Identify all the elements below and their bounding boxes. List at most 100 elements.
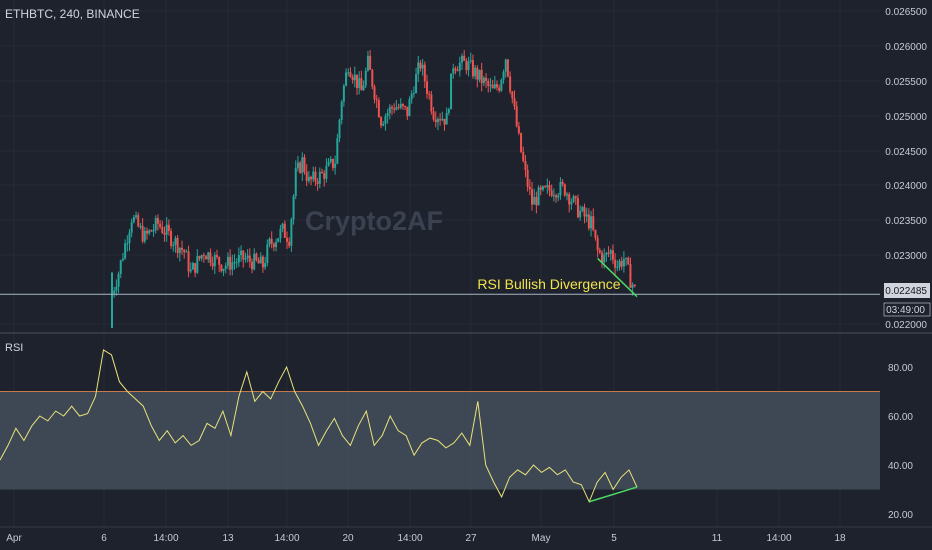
candle-body: [303, 157, 306, 172]
candle-body: [259, 256, 262, 264]
candle-body: [428, 93, 431, 95]
price-tick: 0.023000: [885, 251, 927, 262]
candle-body: [447, 109, 450, 113]
candle-body: [491, 84, 494, 89]
candle-body: [633, 284, 636, 286]
rsi-tick: 40.00: [888, 461, 913, 472]
candle-body: [627, 257, 630, 265]
candle-body: [211, 262, 214, 267]
candle-body: [257, 260, 260, 264]
candle-body: [605, 252, 608, 255]
candle-body: [625, 257, 628, 259]
time-tick: 14:00: [274, 533, 299, 544]
candle-body: [471, 60, 474, 77]
candle-body: [515, 106, 518, 127]
price-tick: 0.026000: [885, 42, 927, 53]
candle-body: [209, 252, 212, 263]
candle-body: [202, 255, 205, 257]
candle-body: [386, 113, 389, 117]
candle-body: [135, 215, 138, 218]
price-tick: 0.022000: [885, 320, 927, 331]
candle-body: [154, 218, 157, 230]
candle-body: [189, 269, 192, 272]
candle-body: [500, 79, 503, 91]
current-price-badge: [884, 283, 930, 298]
candle-body: [598, 250, 601, 253]
time-axis[interactable]: Apr 6 14:00 13 14:00 20 14:00 27 May 5 1…: [6, 533, 846, 544]
candle-body: [224, 265, 227, 269]
candle-body: [334, 163, 337, 168]
candle-body: [115, 286, 118, 291]
candle-body: [119, 260, 122, 274]
candle-body: [255, 253, 258, 261]
candle-body: [200, 255, 203, 259]
candle-body: [312, 171, 315, 180]
candle-body: [373, 86, 376, 100]
candle-body: [395, 107, 398, 110]
candle-body: [476, 67, 479, 80]
candle-body: [251, 261, 253, 270]
candle-body: [552, 195, 555, 197]
price-tick: 0.026500: [885, 7, 927, 18]
rsi-tick: 80.00: [888, 363, 913, 374]
candle-body: [618, 260, 621, 268]
candle-body: [213, 255, 216, 267]
candle-body: [117, 273, 120, 287]
candle-body: [130, 222, 133, 233]
candle-body: [590, 216, 593, 229]
candle-body: [340, 101, 343, 120]
rsi-title[interactable]: RSI: [5, 342, 23, 354]
candle-body: [566, 194, 568, 196]
candle-body: [609, 250, 612, 254]
candle-body: [310, 176, 313, 180]
candle-body: [132, 217, 135, 223]
candle-body: [226, 256, 229, 266]
candle-body: [452, 68, 455, 74]
candle-body: [439, 119, 442, 121]
price-axis[interactable]: 0.026500 0.026000 0.025500 0.025000 0.02…: [883, 7, 931, 331]
time-tick: 14:00: [153, 533, 178, 544]
candle-body: [544, 186, 547, 188]
candle-body: [629, 264, 632, 288]
candle-body: [421, 64, 424, 69]
price-tick: 0.023500: [885, 216, 927, 227]
candle-body: [474, 67, 477, 77]
candle-body: [522, 152, 525, 162]
candle-body: [323, 173, 326, 179]
candle-body: [294, 168, 297, 196]
candle-body: [434, 119, 437, 123]
candle-body: [349, 72, 352, 77]
candle-body: [579, 210, 582, 218]
candle-body: [426, 81, 428, 94]
candle-body: [305, 171, 308, 181]
candle-body: [620, 260, 623, 267]
candle-body: [253, 253, 256, 270]
candle-body: [469, 60, 472, 62]
symbol-header[interactable]: ETHBTC, 240, BINANCE: [5, 7, 140, 21]
candle-body: [415, 74, 418, 93]
candle-body: [485, 77, 488, 82]
candle-body: [432, 111, 435, 120]
candle-body: [181, 247, 183, 250]
watermark: Crypto2AF: [305, 206, 443, 236]
candle-body: [397, 107, 400, 109]
candle-body: [366, 55, 369, 71]
candle-body: [124, 243, 127, 259]
candle-body: [327, 161, 330, 166]
candle-body: [526, 169, 529, 187]
candle-body: [463, 55, 466, 61]
time-tick: 11: [712, 533, 723, 544]
candle-body: [581, 207, 584, 211]
candle-body: [345, 72, 348, 86]
rsi-axis[interactable]: 80.00 60.00 40.00 20.00: [888, 363, 913, 521]
rsi-tick: 60.00: [888, 412, 913, 423]
candle-body: [436, 119, 439, 123]
candle-body: [548, 185, 551, 191]
candle-body: [375, 99, 378, 101]
candle-body: [555, 195, 558, 198]
candle-body: [222, 268, 225, 272]
time-tick: 18: [834, 533, 846, 544]
candle-body: [601, 252, 603, 263]
